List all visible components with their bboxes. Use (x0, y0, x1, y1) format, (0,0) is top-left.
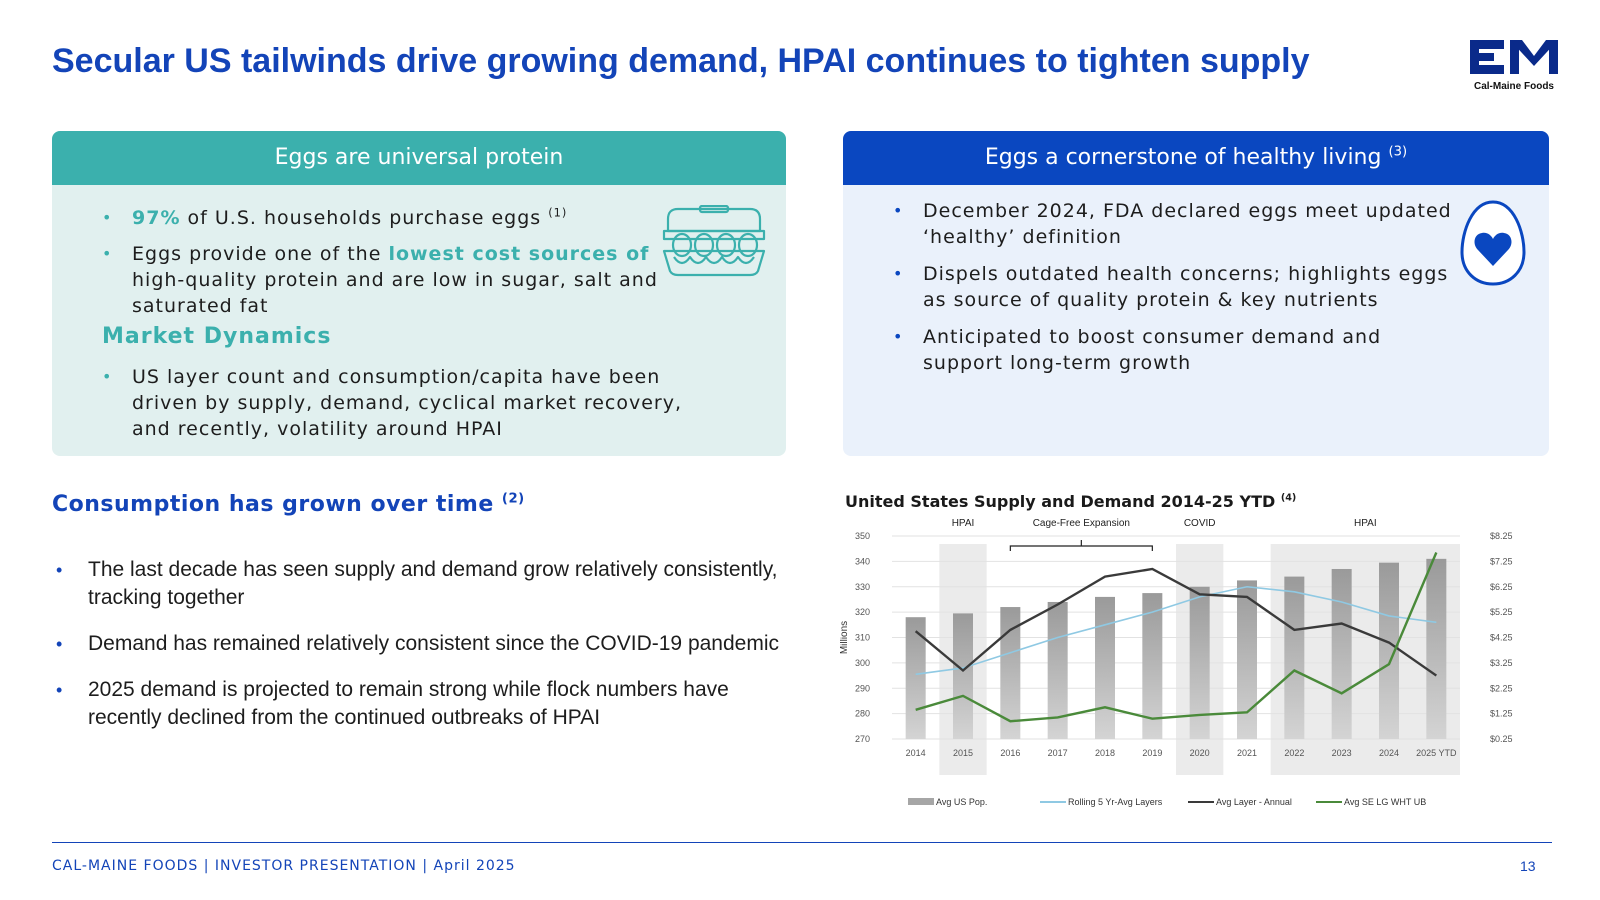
supply-demand-chart: 270 280 290 300 310 320 330 340 350 $0.25 $1.25 $2.… (840, 518, 1513, 807)
page-number: 13 (1520, 858, 1536, 874)
footnote-ref: (3) (1388, 144, 1408, 160)
series-line (914, 567, 1438, 677)
logo-text: Cal-Maine Foods (1473, 81, 1554, 92)
list-item: 97% of U.S. households purchase eggs (1) (102, 205, 692, 231)
bar (1237, 580, 1257, 739)
x-tick-label: 2024 (1379, 748, 1399, 758)
x-tick-label: 2020 (1190, 748, 1210, 758)
healthy-living-heading: Eggs a cornerstone of healthy living (3) (843, 131, 1549, 185)
healthy-living-bullets: December 2024, FDA declared eggs meet up… (893, 198, 1463, 387)
bar (1284, 576, 1305, 739)
consumption-heading-text: Consumption has grown over time (52, 492, 502, 517)
x-tick-label: 2016 (1000, 748, 1020, 758)
universal-protein-heading: Eggs are universal protein (52, 131, 786, 185)
legend-label: Avg US Pop. (936, 797, 987, 807)
lowest-cost-highlight: lowest cost sources of (388, 243, 650, 265)
bar (1426, 558, 1447, 739)
footer-divider (52, 842, 1552, 843)
bar (1142, 593, 1163, 739)
legend-label: Avg Layer - Annual (1216, 797, 1292, 807)
households-percent: 97% (132, 207, 181, 229)
x-tick-label: 2021 (1237, 748, 1257, 758)
healthy-living-panel: Eggs a cornerstone of healthy living (3)… (843, 131, 1549, 456)
y2-tick-label: $5.25 (1490, 607, 1513, 617)
x-tick-label: 2018 (1095, 748, 1115, 758)
bar (1000, 607, 1021, 739)
protein-text-pre: Eggs provide one of the (132, 243, 389, 265)
egg-carton-icon (662, 205, 766, 277)
y2-tick-label: $3.25 (1490, 658, 1513, 668)
y-tick-label: 280 (855, 709, 870, 719)
protein-text-post: high-quality protein and are low in suga… (132, 269, 658, 317)
bar (1331, 568, 1352, 739)
heart-egg-icon (1460, 200, 1526, 286)
list-item: Demand has remained relatively consisten… (56, 630, 788, 658)
footer-text: CAL-MAINE FOODS | INVESTOR PRESENTATION … (52, 858, 516, 874)
x-tick-label: 2023 (1332, 748, 1352, 758)
universal-protein-bullets: 97% of U.S. households purchase eggs (1)… (102, 205, 692, 329)
universal-protein-panel: Eggs are universal protein 97% of U.S. h… (52, 131, 786, 456)
y2-tick-label: $4.25 (1490, 633, 1513, 643)
footnote-ref: (1) (548, 205, 568, 220)
chart-title: United States Supply and Demand 2014-25 … (845, 492, 1296, 511)
list-item: Eggs provide one of the lowest cost sour… (102, 241, 692, 319)
y-tick-label: 270 (855, 734, 870, 744)
y-axis-label: Millions (840, 621, 850, 654)
y2-tick-label: $8.25 (1490, 531, 1513, 541)
consumption-heading: Consumption has grown over time (2) (52, 492, 525, 517)
x-tick-label: 2025 YTD (1416, 748, 1457, 758)
series-line (915, 552, 1438, 723)
x-tick-label: 2017 (1048, 748, 1068, 758)
y2-tick-label: $7.25 (1490, 556, 1513, 566)
list-item: US layer count and consumption/capita ha… (102, 364, 712, 442)
chart-title-text: United States Supply and Demand 2014-25 … (845, 492, 1281, 511)
y-tick-label: 320 (855, 607, 870, 617)
cal-maine-logo-icon (1470, 40, 1558, 74)
footnote-ref: (4) (1280, 492, 1297, 504)
households-text: of U.S. households purchase eggs (180, 207, 549, 229)
list-item: Dispels outdated health concerns; highli… (893, 261, 1463, 313)
bar (1379, 562, 1399, 739)
y-tick-label: 350 (855, 531, 870, 541)
y2-tick-label: $6.25 (1490, 582, 1513, 592)
bar (1095, 596, 1115, 739)
y-tick-label: 300 (855, 658, 870, 668)
x-tick-label: 2015 (953, 748, 973, 758)
healthy-living-heading-text: Eggs a cornerstone of healthy living (984, 145, 1389, 170)
bar (1189, 586, 1210, 739)
list-item: December 2024, FDA declared eggs meet up… (893, 198, 1463, 250)
x-tick-label: 2022 (1284, 748, 1304, 758)
list-item: The last decade has seen supply and dema… (56, 556, 788, 612)
footnote-ref: (2) (501, 491, 525, 507)
consumption-bullets: The last decade has seen supply and dema… (56, 556, 788, 750)
annotation-label: HPAI (1354, 518, 1377, 529)
list-item: Anticipated to boost consumer demand and… (893, 324, 1463, 376)
market-dynamics-heading: Market Dynamics (102, 324, 332, 349)
y-tick-label: 340 (855, 556, 870, 566)
y-tick-label: 290 (855, 683, 870, 693)
y2-tick-label: $2.25 (1490, 683, 1513, 693)
y2-tick-label: $1.25 (1490, 709, 1513, 719)
annotation-label: HPAI (952, 518, 975, 529)
market-dynamics-bullets: US layer count and consumption/capita ha… (102, 364, 712, 442)
list-item: 2025 demand is projected to remain stron… (56, 676, 788, 732)
y-tick-label: 330 (855, 582, 870, 592)
y2-tick-label: $0.25 (1490, 734, 1513, 744)
legend-label: Avg SE LG WHT UB (1344, 797, 1426, 807)
legend-swatch (908, 798, 934, 805)
annotation-label: COVID (1184, 518, 1216, 529)
annotation-label: Cage-Free Expansion (1033, 518, 1130, 529)
bar (953, 613, 973, 739)
y-tick-label: 310 (855, 633, 870, 643)
x-tick-label: 2019 (1142, 748, 1162, 758)
annotation-bracket (1009, 540, 1153, 551)
page-title: Secular US tailwinds drive growing deman… (52, 42, 1310, 80)
x-tick-label: 2014 (906, 748, 926, 758)
series-line (915, 585, 1437, 676)
legend-label: Rolling 5 Yr-Avg Layers (1068, 797, 1163, 807)
